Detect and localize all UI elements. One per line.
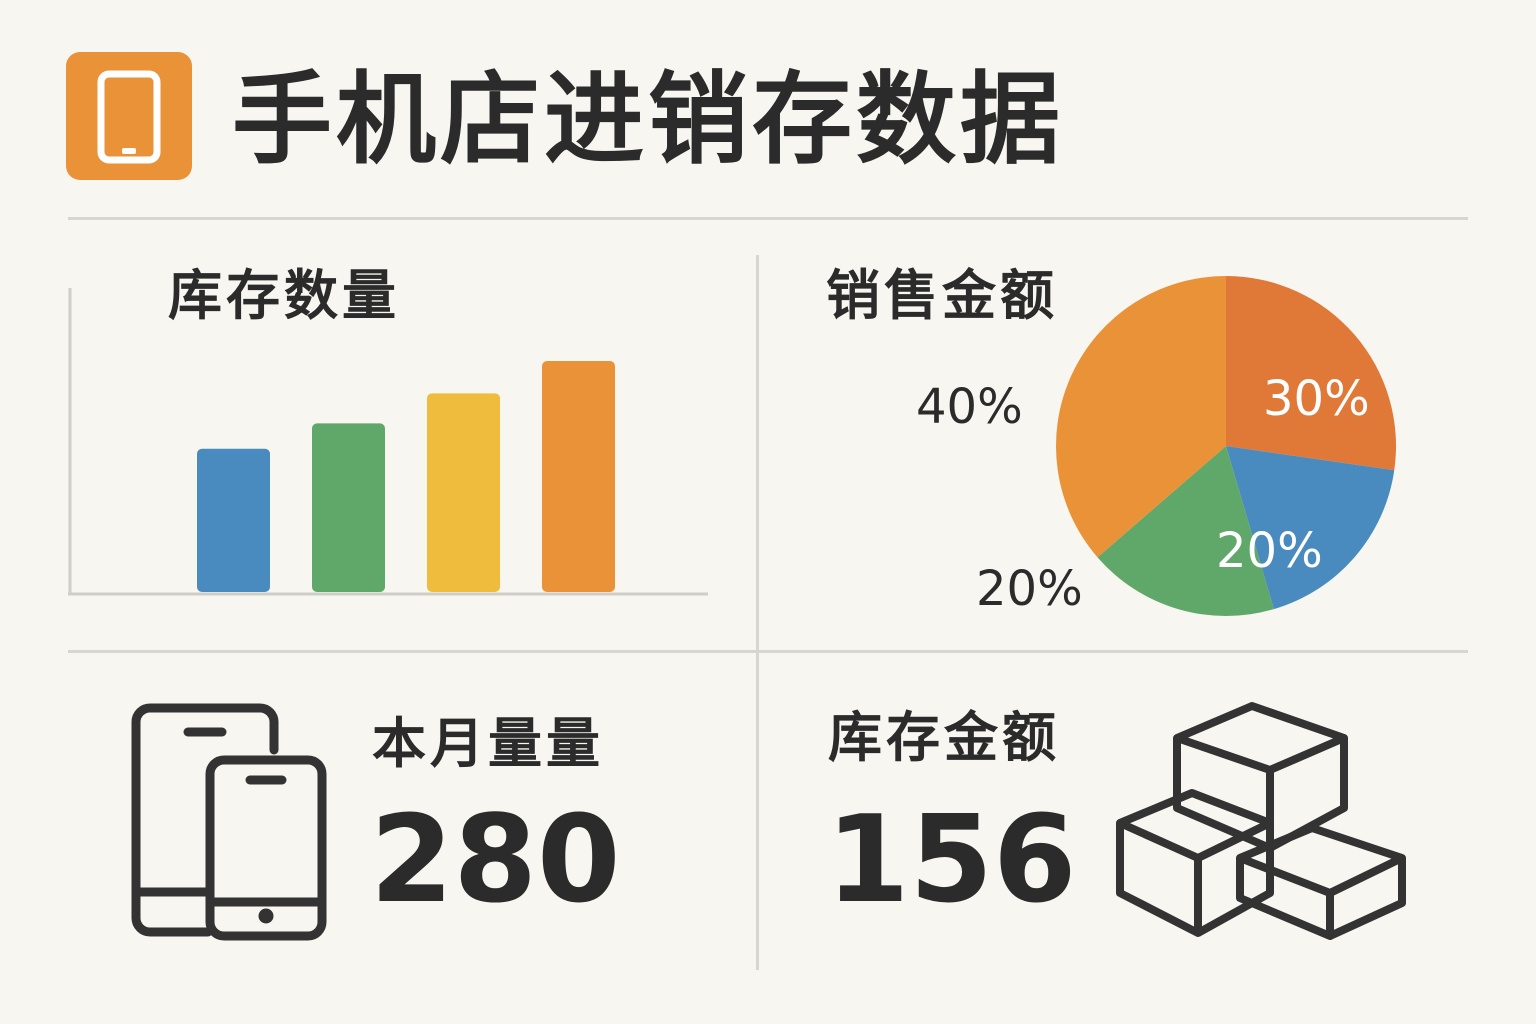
pie-label-red: 30%: [1263, 371, 1370, 427]
pie-label-orange: 40%: [916, 379, 1023, 435]
divider-vertical: [756, 255, 759, 970]
boxes-icon: [1112, 698, 1412, 947]
pie-slice-2: [1097, 446, 1274, 616]
pie-label-blue: 20%: [1216, 523, 1323, 579]
pie-chart-title: 销售金额: [826, 264, 1058, 327]
bar-0: [197, 448, 270, 592]
page-title: 手机店进销存数据: [232, 61, 1064, 178]
bar-3: [542, 361, 615, 592]
phones-icon: [130, 702, 330, 946]
monthly-value: 280: [370, 791, 621, 930]
bar-chart-title: 库存数量: [168, 264, 400, 327]
smartphone-logo-icon: [66, 52, 192, 180]
bar-2: [427, 393, 500, 592]
inventory-value-label: 库存金额: [828, 706, 1060, 769]
bar-chart: [68, 288, 708, 596]
monthly-label: 本月量量: [372, 712, 604, 775]
pie-label-green: 20%: [976, 561, 1083, 617]
divider-middle: [68, 650, 1468, 653]
divider-top: [68, 217, 1468, 220]
bar-1: [312, 423, 385, 592]
pie-chart: [1056, 276, 1396, 616]
inventory-value: 156: [826, 791, 1077, 930]
pie-slice-1: [1226, 446, 1395, 610]
pie-slice-3: [1056, 276, 1226, 558]
pie-slice-0: [1226, 276, 1396, 471]
